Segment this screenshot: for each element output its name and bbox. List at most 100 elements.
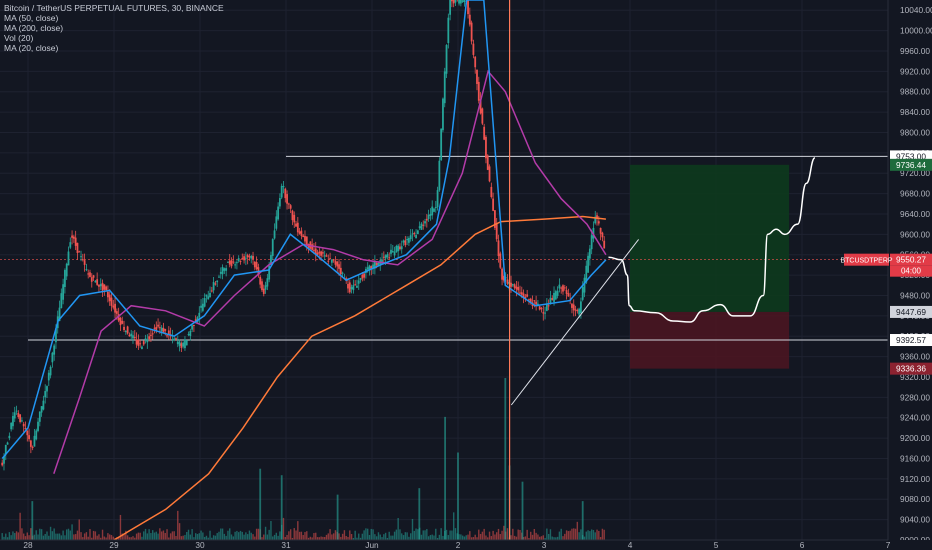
volume-bar [109,534,111,540]
candle-body [83,260,86,265]
price-label: 9736.44 [890,158,932,171]
candle-body [544,312,546,314]
level-label: 9392.57 [890,334,932,347]
candle-body [495,222,498,240]
volume-bar [64,535,66,540]
volume-bar [273,534,276,540]
volume-spike [504,378,507,540]
candle-body [458,0,460,4]
volume-bar [553,537,555,540]
volume-bar [252,534,254,540]
candle-body [151,333,154,335]
candle-body [440,128,443,161]
volume-bar [599,537,602,540]
volume-bar [573,528,575,540]
candle-body [363,273,366,278]
candle-body [572,304,575,311]
price-tick-label: 9480.00 [900,290,930,300]
candle-body [178,341,181,346]
price-tick-label: 10000.00 [900,26,932,36]
volume-bar [470,537,473,540]
candle-body [58,307,61,322]
volume-bar [368,534,371,540]
volume-bar [465,535,467,540]
candle-body [416,230,419,235]
volume-bar [399,529,401,540]
candle-body [128,334,131,337]
candle-body [150,334,152,336]
candle-body [201,303,204,311]
candle-body [72,236,75,239]
candle-body [234,264,237,266]
candle-body [173,338,176,341]
volume-bar [55,533,57,540]
price-label-bg [890,253,932,266]
volume-spike [581,501,584,540]
candle-body [123,326,125,331]
candle-body [110,297,113,306]
volume-bar [318,537,321,540]
volume-bar [128,537,131,540]
countdown-text: 04:00 [901,267,922,276]
candle-body [529,298,532,303]
volume-bar [302,535,304,540]
candle-body [200,305,202,308]
price-label: 9550.27 BTCUSDTPERP 04:00 [840,253,932,277]
volume-bar [279,531,281,540]
candle-body [425,218,428,221]
volume-bar [200,530,202,540]
volume-bar [393,531,396,540]
candle-body [533,300,536,302]
candle-body [352,285,355,291]
volume-bar [193,537,195,540]
volume-bar [338,533,340,540]
candle-body [513,284,516,288]
time-tick-label: 7 [886,540,891,550]
price-tick-label: 10040.00 [900,5,932,15]
candle-body [459,0,462,4]
candle-body [477,81,480,101]
candle-body [542,312,545,314]
volume-bar [445,529,448,540]
volume-bar [522,537,525,540]
volume-bar [324,536,326,540]
candle-body [556,290,559,296]
volume-bar [601,528,604,540]
candle-body [273,230,276,239]
volume-spike [336,494,339,540]
volume-bar [85,532,88,540]
candle-body [467,0,469,15]
volume-bar [359,537,362,540]
volume-bar [370,528,372,540]
candle-body [411,233,414,235]
volume-bar [214,535,217,540]
candle-body [239,261,242,263]
candle-body [391,251,394,253]
candle-body [243,256,245,261]
volume-bar [270,521,272,540]
volume-bar [284,537,286,540]
volume-bar [531,534,534,540]
candle-body [413,233,416,235]
candle-body [92,275,95,278]
volume-bar [490,536,493,540]
volume-bar [392,535,394,540]
volume-bar [171,531,174,540]
volume-bar [576,521,579,540]
volume-bar [159,528,161,540]
volume-bar [356,537,358,540]
volume-bar [220,528,222,540]
volume-bar [245,532,247,540]
candle-body [142,341,145,345]
candle-body [293,214,296,223]
volume-bar [603,529,605,540]
candle-body [166,335,168,337]
candle-body [418,226,421,229]
volume-bar [564,533,566,540]
volume-bar [442,535,444,540]
candle-body [470,22,473,42]
volume-bar [341,533,344,540]
volume-bar [6,537,9,540]
volume-bar [436,537,439,540]
